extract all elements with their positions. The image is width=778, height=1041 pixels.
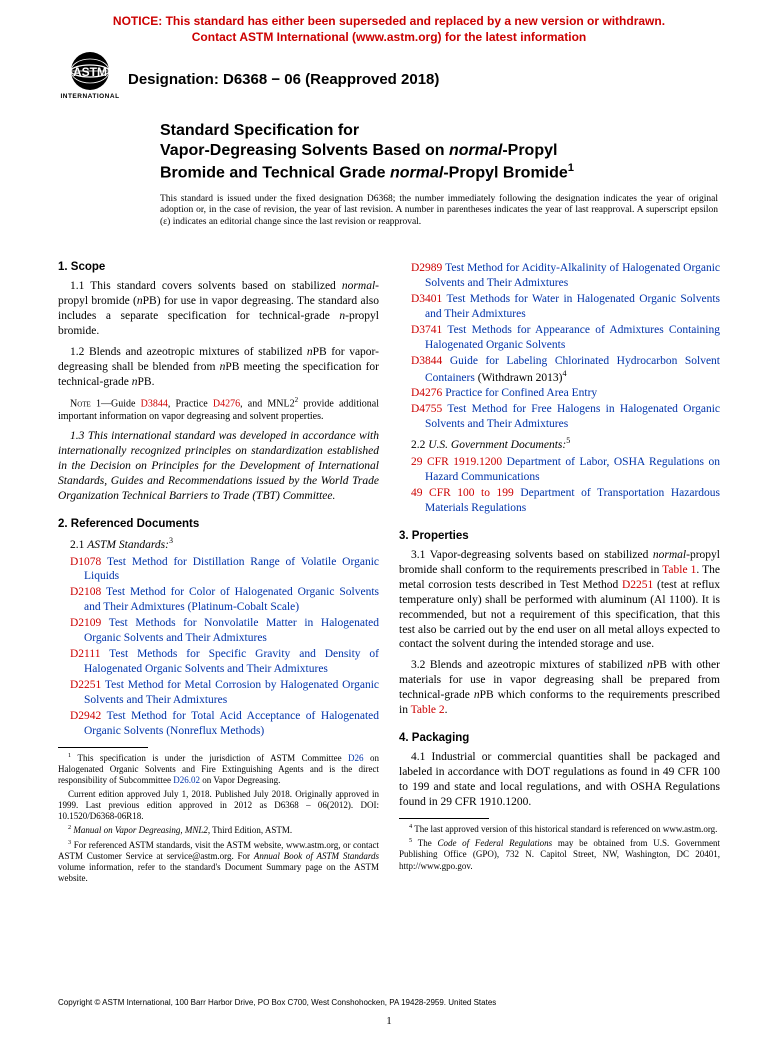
properties-head: 3. Properties [399,530,720,542]
packaging-head: 4. Packaging [399,732,720,744]
ref-item: D2251 Test Method for Metal Corrosion by… [58,678,379,708]
title-line2c: -Propyl [502,142,557,159]
title-line2a: Vapor-Degreasing Solvents Based on [160,142,449,159]
header-row: ASTM INTERNATIONAL Designation: D6368 − … [0,49,778,111]
notice-line2: Contact ASTM International (www.astm.org… [192,30,586,44]
footnote-1b: Current edition approved July 1, 2018. P… [58,789,379,823]
page-number: 1 [0,1015,778,1027]
ref-item: D2942 Test Method for Total Acid Accepta… [58,709,379,739]
notice-banner: NOTICE: This standard has either been su… [0,0,778,49]
refdocs-head: 2. Referenced Documents [58,518,379,530]
ref-item: D3741 Test Methods for Appearance of Adm… [399,323,720,353]
title-line2b: normal [449,142,502,159]
gov-docs-subhead: 2.2 U.S. Government Documents:5 [411,436,720,451]
ref-item: 49 CFR 100 to 199 Department of Transpor… [399,486,720,516]
gov-refs: 29 CFR 1919.1200 Department of Labor, OS… [399,455,720,516]
astm-refs-left: D1078 Test Method for Distillation Range… [58,555,379,739]
ref-item: D2111 Test Methods for Specific Gravity … [58,647,379,677]
astm-logo: ASTM INTERNATIONAL [60,51,120,103]
left-column: 1. Scope 1.1 This standard covers solven… [58,247,379,886]
para-4-1: 4.1 Industrial or commercial quantities … [399,750,720,810]
note-1: Note 1—Guide D3844, Practice D4276, and … [58,396,379,423]
title-block: Standard Specification for Vapor-Degreas… [0,111,778,183]
ref-item: D2109 Test Methods for Nonvolatile Matte… [58,616,379,646]
title-line3a: Bromide and Technical Grade [160,165,390,182]
ref-item: D3401 Test Methods for Water in Halogena… [399,292,720,322]
footnote-2: 2 Manual on Vapor Degreasing, MNL2, Thir… [58,824,379,836]
footnote-rule-left [58,747,148,748]
ref-item: D2108 Test Method for Color of Halogenat… [58,585,379,615]
body-columns: 1. Scope 1.1 This standard covers solven… [0,229,778,886]
para-1-2: 1.2 Blends and azeotropic mixtures of st… [58,345,379,390]
footer: Copyright © ASTM International, 100 Barr… [0,998,778,1027]
ref-item: D2989 Test Method for Acidity-Alkalinity… [399,261,720,291]
footnote-3: 3 For referenced ASTM standards, visit t… [58,839,379,885]
para-3-1: 3.1 Vapor-degreasing solvents based on s… [399,548,720,653]
title-line3b: normal [390,165,443,182]
title-sup: 1 [568,162,574,174]
designation: Designation: D6368 − 06 (Reapproved 2018… [128,67,439,88]
astm-refs-right: D2989 Test Method for Acidity-Alkalinity… [399,261,720,432]
notice-line1: NOTICE: This standard has either been su… [113,14,665,28]
right-column: D2989 Test Method for Acidity-Alkalinity… [399,247,720,886]
ref-item: D4755 Test Method for Free Halogens in H… [399,402,720,432]
footnote-rule-right [399,818,489,819]
ref-item: D4276 Practice for Confined Area Entry [399,386,720,401]
title-line1: Standard Specification for [160,122,359,139]
title-line3c: -Propyl Bromide [443,165,567,182]
issuance-note: This standard is issued under the fixed … [0,184,778,230]
ref-item: D1078 Test Method for Distillation Range… [58,555,379,585]
footnote-4: 4 The last approved version of this hist… [399,823,720,835]
footnote-5: 5 The Code of Federal Regulations may be… [399,837,720,872]
para-3-2: 3.2 Blends and azeotropic mixtures of st… [399,658,720,718]
ref-item: D3844 Guide for Labeling Chlorinated Hyd… [399,354,720,386]
astm-standards-subhead: 2.1 ASTM Standards:3 [70,536,379,551]
para-1-1: 1.1 This standard covers solvents based … [58,279,379,339]
svg-text:ASTM: ASTM [73,65,107,79]
scope-head: 1. Scope [58,261,379,273]
logo-subtext: INTERNATIONAL [60,93,120,100]
para-1-3: 1.3 This international standard was deve… [58,429,379,504]
copyright-line: Copyright © ASTM International, 100 Barr… [0,998,778,1007]
ref-item: 29 CFR 1919.1200 Department of Labor, OS… [399,455,720,485]
footnote-1: 1 This specification is under the jurisd… [58,752,379,787]
